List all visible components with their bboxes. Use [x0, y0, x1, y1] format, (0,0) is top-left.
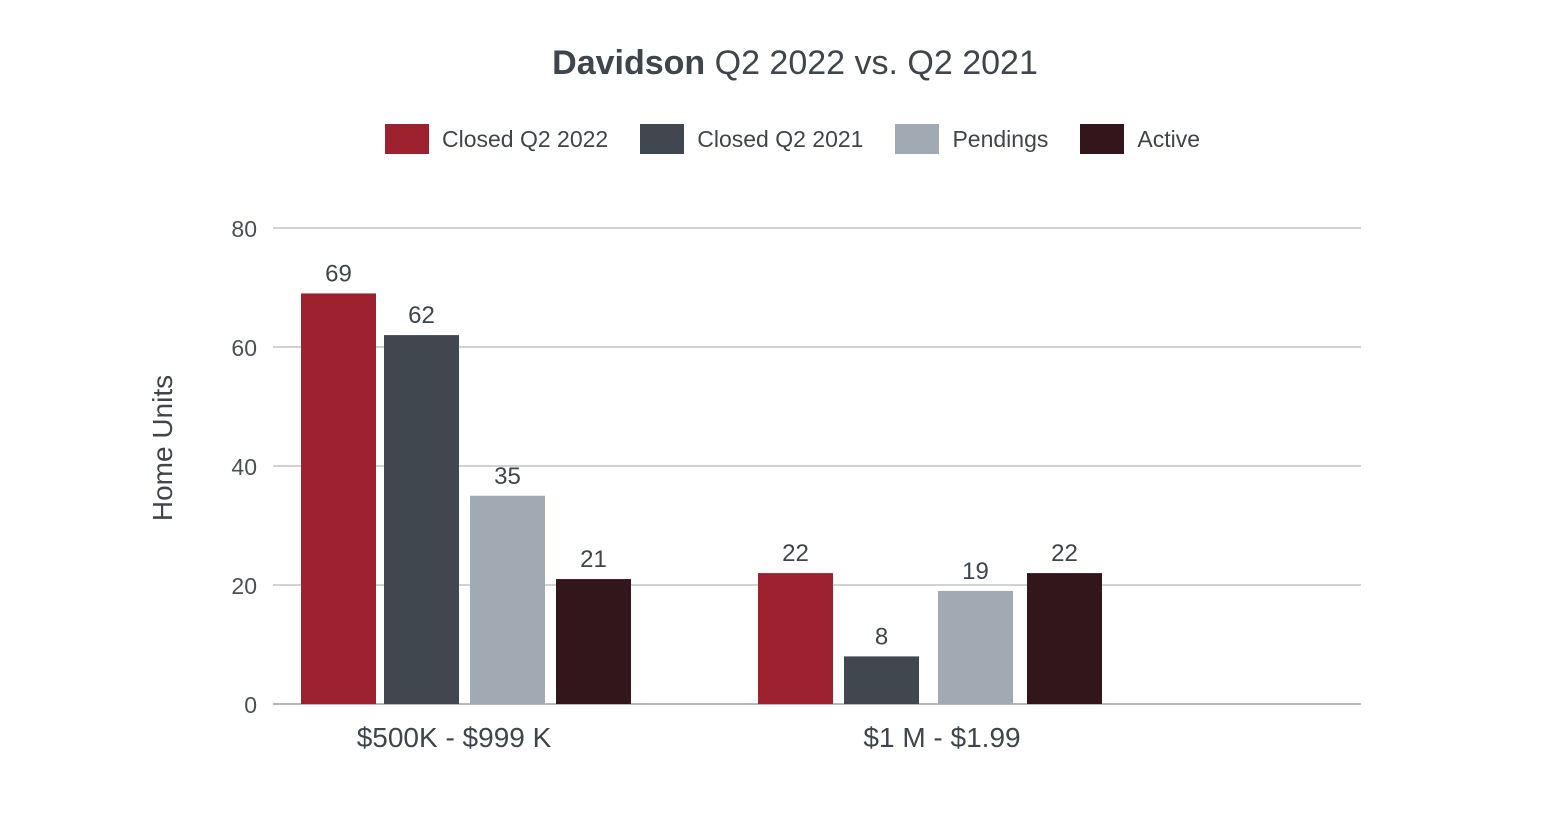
legend-item: Closed Q2 2021	[640, 124, 863, 154]
legend: Closed Q2 2022 Closed Q2 2021 Pendings Acti…	[385, 122, 1232, 156]
data-label: 22	[782, 540, 809, 567]
y-tick-label: 80	[231, 216, 257, 242]
legend-swatch	[895, 124, 940, 154]
bar	[938, 590, 1013, 704]
bar	[556, 579, 631, 704]
legend-swatch	[385, 124, 429, 154]
data-label: 8	[875, 623, 888, 650]
legend-label: Active	[1137, 125, 1201, 152]
chart-title-bold: Davidson	[552, 44, 706, 82]
legend-item: Pendings	[895, 124, 1048, 154]
data-label: 62	[408, 302, 435, 329]
data-label: 22	[1051, 540, 1078, 567]
data-label: 69	[325, 260, 352, 287]
x-tick-label: $500K - $999 K	[357, 722, 552, 753]
legend-item: Active	[1080, 124, 1200, 154]
x-tick-label: $1 M - $1.99	[863, 722, 1020, 753]
chart-title: Davidson Q2 2022 vs. Q2 2021	[0, 44, 1545, 83]
bar	[758, 573, 833, 704]
bar	[301, 293, 376, 704]
legend-label: Pendings	[952, 125, 1049, 152]
chart-title-rest: Q2 2022 vs. Q2 2021	[705, 44, 1038, 82]
y-tick-label: 60	[231, 335, 257, 361]
y-tick-label: 0	[244, 692, 257, 718]
bar	[470, 495, 545, 704]
legend-item: Closed Q2 2022	[385, 124, 608, 154]
data-label: 35	[494, 463, 521, 490]
legend-swatch	[1080, 124, 1125, 154]
data-label: 19	[962, 558, 989, 585]
legend-swatch	[640, 124, 685, 154]
bar	[844, 656, 919, 704]
bar	[384, 335, 459, 704]
y-tick-label: 40	[231, 454, 257, 480]
data-label: 21	[580, 546, 607, 573]
bar	[1027, 573, 1102, 704]
y-tick-label: 20	[231, 573, 257, 599]
legend-label: Closed Q2 2021	[697, 125, 864, 152]
legend-label: Closed Q2 2022	[442, 125, 609, 152]
